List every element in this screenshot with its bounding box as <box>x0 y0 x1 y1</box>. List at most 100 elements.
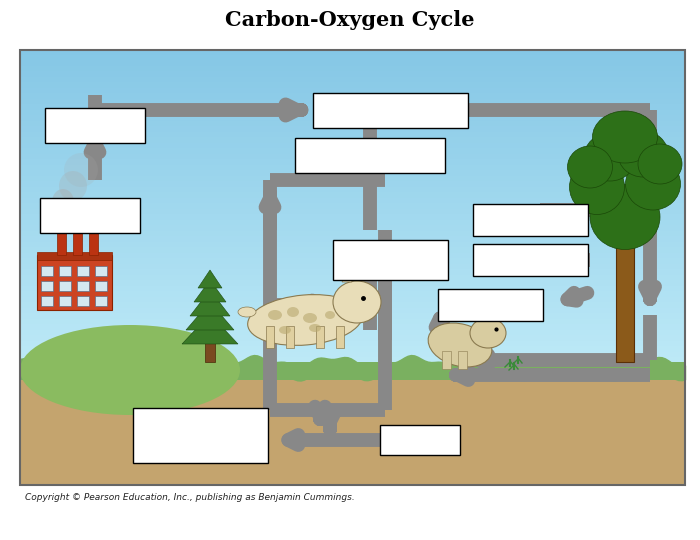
Bar <box>77 281 89 291</box>
Bar <box>20 362 685 380</box>
Bar <box>95 281 107 291</box>
Bar <box>20 274 685 281</box>
Bar <box>132 408 267 462</box>
Bar <box>20 335 685 341</box>
Bar <box>37 255 112 310</box>
Bar <box>20 126 685 132</box>
Bar <box>20 82 685 89</box>
Bar <box>616 232 634 362</box>
Bar <box>20 153 685 160</box>
Bar <box>73 227 82 255</box>
Bar <box>20 132 685 138</box>
Bar <box>20 192 685 199</box>
Bar <box>266 326 274 348</box>
Bar <box>20 286 685 292</box>
Bar <box>41 296 53 306</box>
Bar <box>20 55 685 61</box>
Bar <box>20 93 685 99</box>
Bar <box>20 208 685 215</box>
Bar <box>336 326 344 348</box>
Bar <box>20 159 685 165</box>
Bar <box>20 170 685 177</box>
Bar <box>20 253 685 259</box>
Text: Carbon-Oxygen Cycle: Carbon-Oxygen Cycle <box>225 10 475 30</box>
Bar <box>20 231 685 237</box>
Bar <box>20 148 685 154</box>
Bar <box>20 329 685 336</box>
Bar <box>316 326 324 348</box>
Bar <box>20 98 685 105</box>
Polygon shape <box>186 302 234 330</box>
Bar <box>20 120 685 127</box>
Bar <box>20 346 685 353</box>
Bar <box>20 165 685 171</box>
Bar <box>286 326 294 348</box>
Bar <box>20 264 685 270</box>
Bar <box>20 65 685 72</box>
Bar <box>59 281 71 291</box>
Ellipse shape <box>592 111 657 163</box>
Bar <box>20 143 685 149</box>
Bar <box>20 313 685 320</box>
Bar <box>20 302 685 308</box>
Polygon shape <box>182 314 238 344</box>
Bar <box>20 324 685 330</box>
Bar <box>20 258 685 265</box>
Bar <box>20 362 685 369</box>
Bar <box>20 219 685 226</box>
Polygon shape <box>342 270 352 282</box>
Ellipse shape <box>490 297 498 321</box>
Ellipse shape <box>570 159 624 214</box>
Bar <box>40 198 140 233</box>
Bar <box>295 138 445 172</box>
Bar <box>438 289 542 321</box>
Ellipse shape <box>303 313 317 323</box>
Bar <box>20 307 685 314</box>
Bar <box>20 296 685 303</box>
Bar <box>20 49 685 56</box>
Polygon shape <box>358 268 368 280</box>
Bar <box>442 351 451 369</box>
Ellipse shape <box>478 297 486 321</box>
Bar <box>473 204 587 236</box>
Bar <box>20 198 685 204</box>
Text: Copyright © Pearson Education, Inc., publishing as Benjamin Cummings.: Copyright © Pearson Education, Inc., pub… <box>25 494 355 503</box>
Ellipse shape <box>268 310 282 320</box>
Bar <box>20 60 685 66</box>
Bar <box>20 280 685 287</box>
Polygon shape <box>190 290 230 316</box>
Ellipse shape <box>470 318 506 348</box>
Bar <box>20 214 685 220</box>
Bar <box>20 247 685 253</box>
Ellipse shape <box>618 131 668 177</box>
Bar <box>95 296 107 306</box>
Bar <box>20 110 685 116</box>
Bar <box>59 266 71 276</box>
Bar <box>458 351 467 369</box>
Bar <box>20 236 685 242</box>
Ellipse shape <box>626 158 680 210</box>
Bar <box>89 227 98 255</box>
Ellipse shape <box>325 311 335 319</box>
Ellipse shape <box>248 295 363 346</box>
Ellipse shape <box>62 210 78 230</box>
Polygon shape <box>194 280 226 302</box>
Bar <box>45 107 145 143</box>
Ellipse shape <box>428 323 492 367</box>
Bar <box>77 296 89 306</box>
Bar <box>95 266 107 276</box>
Ellipse shape <box>638 144 682 184</box>
Bar <box>41 266 53 276</box>
Bar <box>20 380 685 485</box>
Bar <box>380 425 460 455</box>
Ellipse shape <box>333 281 381 323</box>
Bar <box>20 115 685 122</box>
Ellipse shape <box>20 325 240 415</box>
Bar <box>20 87 685 94</box>
Ellipse shape <box>64 153 98 187</box>
Bar <box>20 269 685 275</box>
Bar <box>20 374 685 380</box>
Bar <box>473 244 587 276</box>
Bar <box>20 71 685 78</box>
Ellipse shape <box>309 324 321 332</box>
